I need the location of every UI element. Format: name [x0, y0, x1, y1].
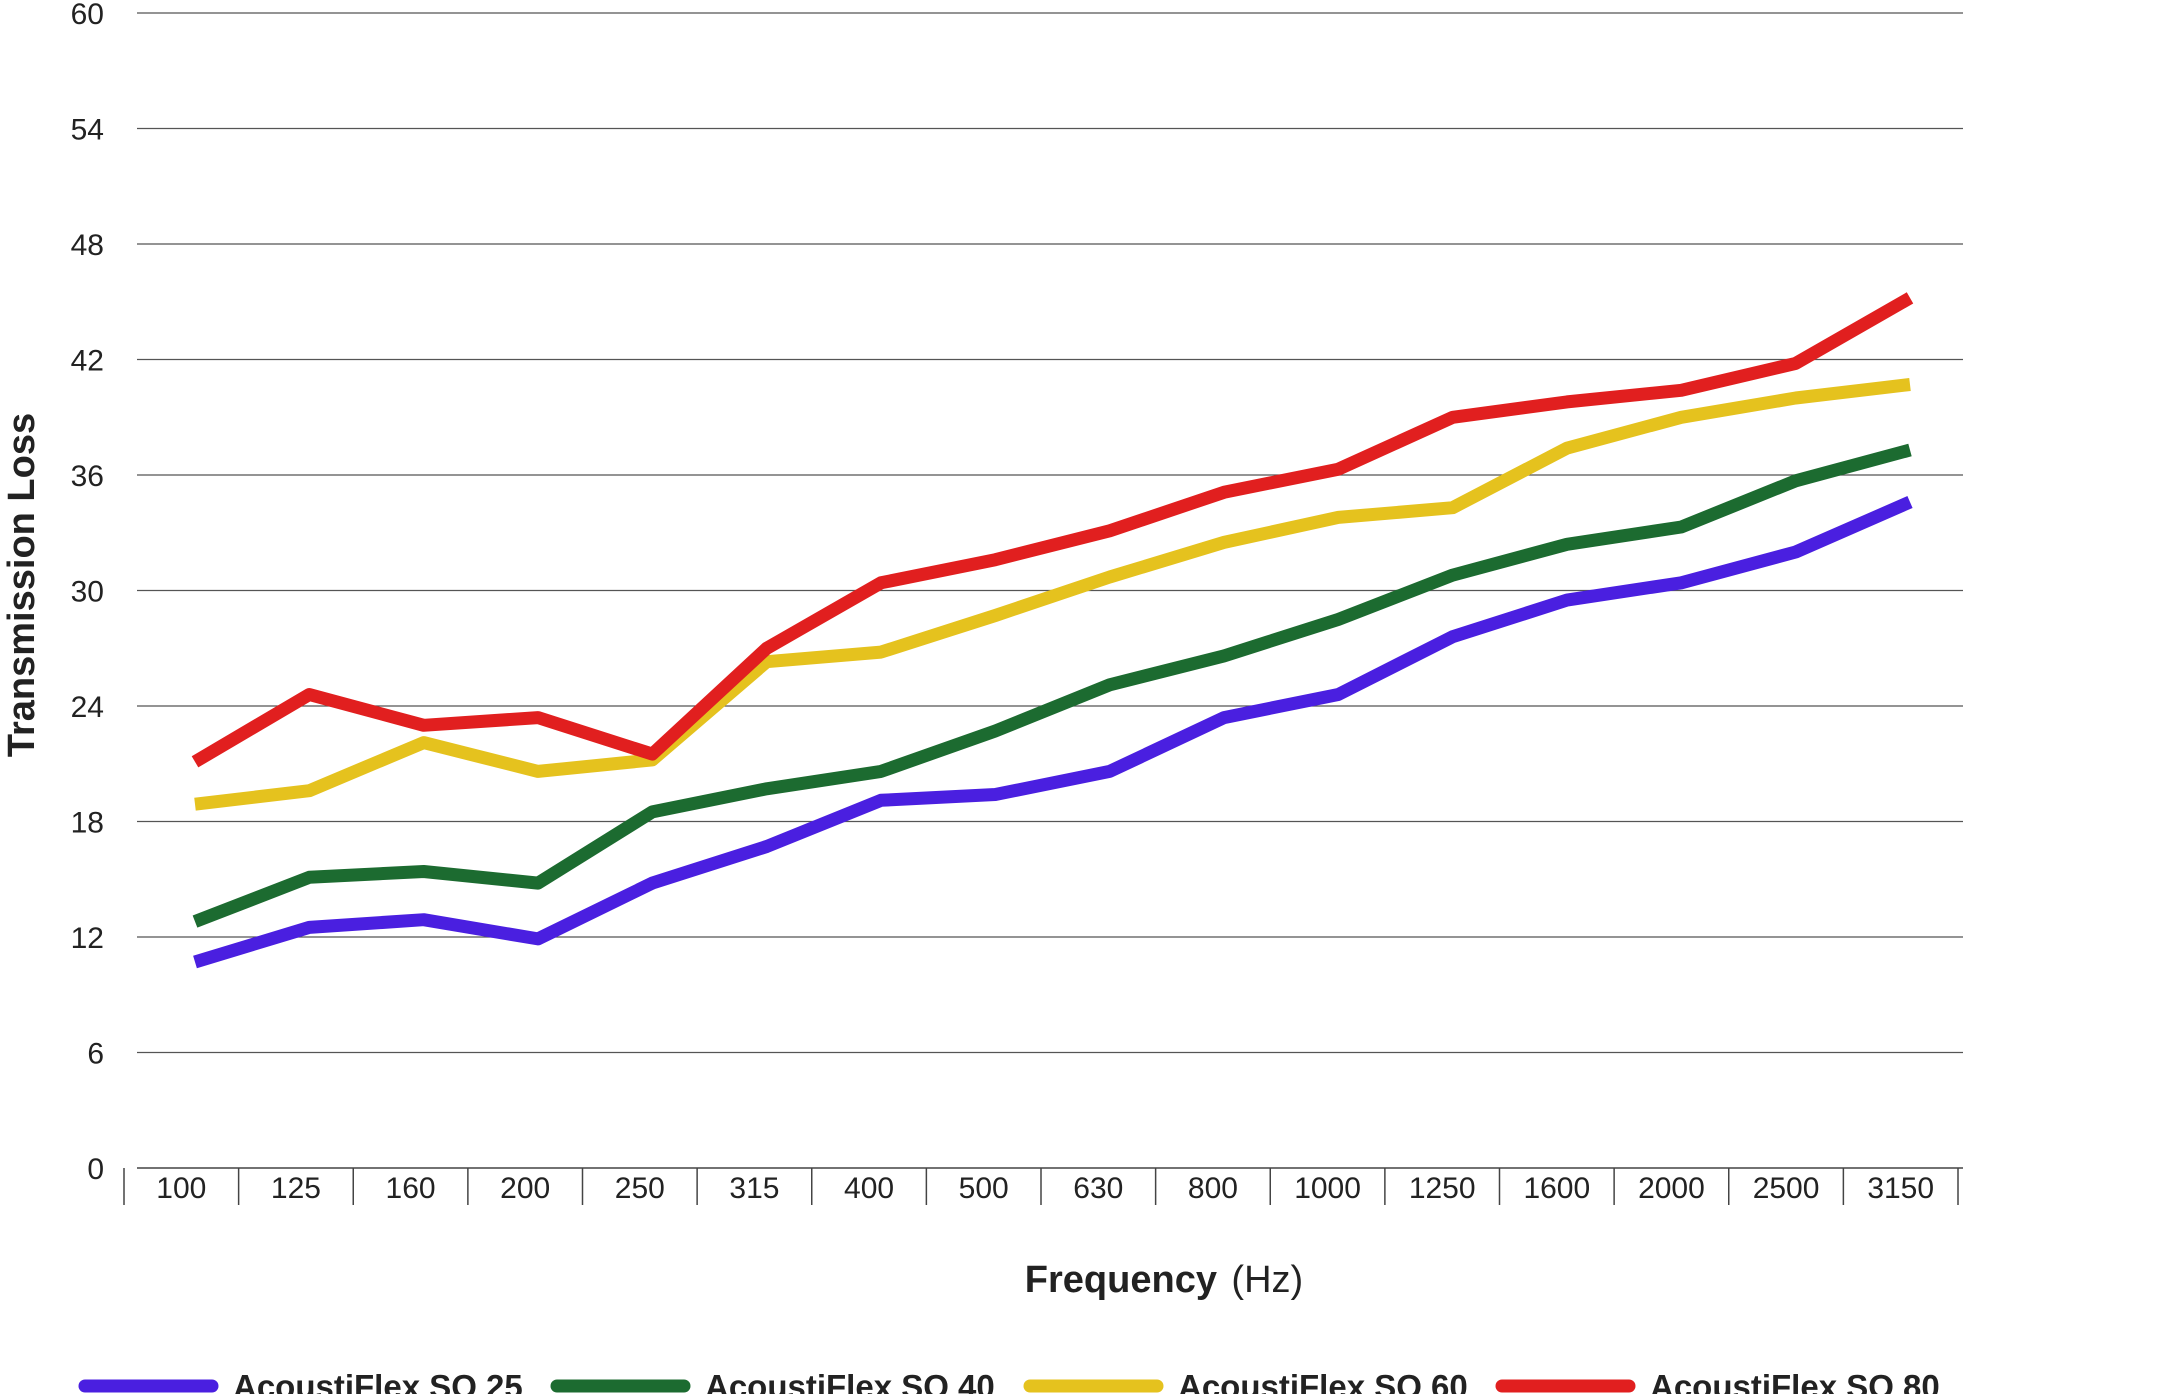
x-axis-label-unit: (Hz) — [1231, 1259, 1303, 1301]
y-tick-label: 42 — [71, 345, 104, 378]
x-tick-label: 200 — [500, 1172, 550, 1205]
y-tick-label: 18 — [71, 807, 104, 840]
series-line-1 — [193, 496, 1913, 969]
legend-label-1: AcoustiFlex SQ 25 — [233, 1368, 523, 1394]
x-tick-label: 1250 — [1409, 1172, 1476, 1205]
x-tick-label: 800 — [1188, 1172, 1238, 1205]
y-tick-labels: 0 6 12 18 24 30 36 42 48 54 60 — [71, 0, 104, 1186]
x-tick-label: 1000 — [1294, 1172, 1361, 1205]
x-tick-label: 500 — [959, 1172, 1009, 1205]
y-axis-label: Transmission Loss — [1, 413, 43, 757]
y-tick-label: 24 — [71, 691, 104, 724]
y-tick-label: 48 — [71, 229, 104, 262]
y-tick-label: 54 — [71, 114, 104, 147]
y-tick-label: 6 — [87, 1038, 104, 1071]
y-tick-label: 0 — [87, 1153, 104, 1186]
x-axis-label-name: Frequency — [1025, 1259, 1217, 1301]
legend-label-4: AcoustiFlex SQ 80 — [1650, 1368, 1940, 1394]
x-tick-label: 315 — [729, 1172, 779, 1205]
legend-label-2: AcoustiFlex SQ 40 — [705, 1368, 995, 1394]
x-tick-label: 3150 — [1867, 1172, 1934, 1205]
x-axis: 100 125 160 200 250 315 400 500 630 800 1000 1250 16… — [123, 1168, 1959, 1205]
x-tick-label: 160 — [386, 1172, 436, 1205]
x-tick-label: 2500 — [1753, 1172, 1820, 1205]
x-tick-label: 125 — [271, 1172, 321, 1205]
y-tick-label: 36 — [71, 460, 104, 493]
x-tick-label: 2000 — [1638, 1172, 1705, 1205]
series-line-2 — [192, 443, 1912, 928]
series-lines — [191, 292, 1914, 969]
x-tick-label: 400 — [844, 1172, 894, 1205]
x-tick-label: 1600 — [1523, 1172, 1590, 1205]
legend: AcoustiFlex SQ 25 AcoustiFlex SQ 40 Acoust… — [78, 1368, 1940, 1394]
series-line-3 — [194, 378, 1911, 811]
y-tick-label: 60 — [71, 0, 104, 31]
y-tick-label: 12 — [71, 922, 104, 955]
x-axis-label: Frequency (Hz) — [1025, 1259, 1303, 1301]
x-tick-label: 630 — [1073, 1172, 1123, 1205]
series-line-4 — [191, 292, 1914, 768]
x-tick-label: 250 — [615, 1172, 665, 1205]
x-tick-label: 100 — [156, 1172, 206, 1205]
legend-label-3: AcoustiFlex SQ 60 — [1178, 1368, 1468, 1394]
y-tick-label: 30 — [71, 576, 104, 609]
